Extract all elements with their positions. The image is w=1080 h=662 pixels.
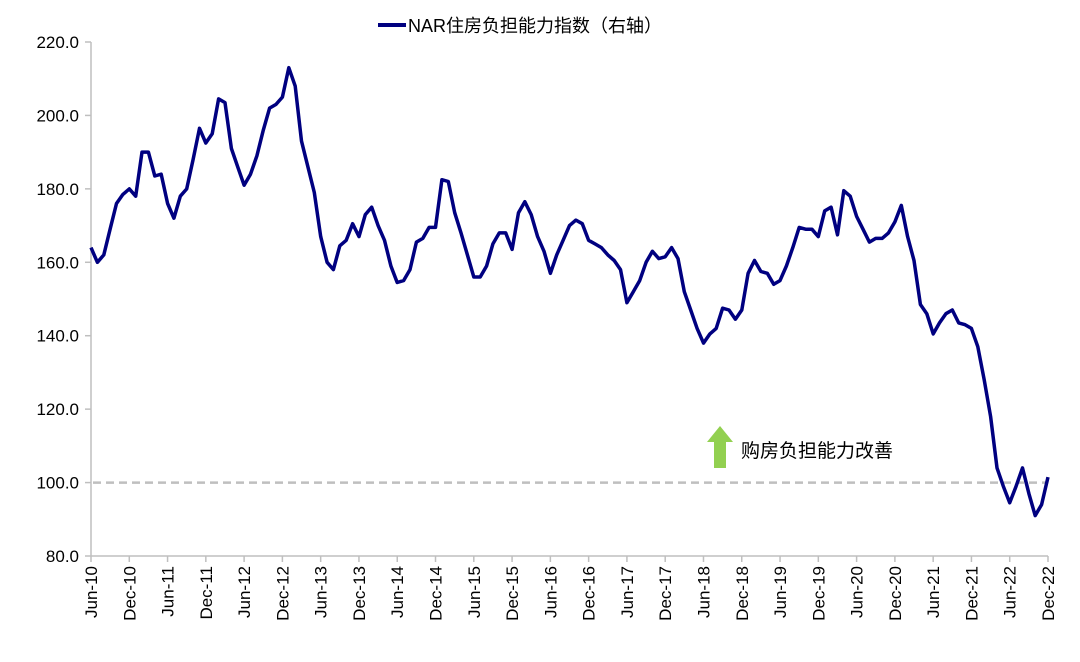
x-tick-label: Jun-15 xyxy=(465,566,484,618)
x-tick-label: Jun-12 xyxy=(235,566,254,618)
x-tick-label: Jun-16 xyxy=(541,566,560,618)
x-axis: Jun-10 Dec-10 Jun-11 Dec-11 Jun-12 Dec-12 Jun-… xyxy=(82,555,1058,621)
x-tick-label: Jun-14 xyxy=(388,566,407,618)
x-tick-label: Jun-17 xyxy=(618,566,637,618)
y-tick-label: 220.0 xyxy=(36,33,79,52)
x-tick-label: Dec-13 xyxy=(350,566,369,621)
x-tick-label: Dec-21 xyxy=(962,566,981,621)
x-tick-label: Dec-17 xyxy=(656,566,675,621)
x-tick-label: Dec-10 xyxy=(120,566,139,621)
y-tick-label: 200.0 xyxy=(36,106,79,125)
x-tick-label: Jun-19 xyxy=(771,566,790,618)
annotation-text: 购房负担能力改善 xyxy=(741,440,893,462)
y-tick-label: 140.0 xyxy=(36,327,79,346)
y-axis: 80.0 100.0 120.0 140.0 160.0 180.0 200.0 220.0 xyxy=(36,33,92,566)
arrow-up-icon xyxy=(707,426,733,468)
x-tick-label: Dec-12 xyxy=(273,566,292,621)
y-tick-label: 100.0 xyxy=(36,474,79,493)
x-tick-label: Dec-20 xyxy=(886,566,905,621)
x-tick-label: Jun-22 xyxy=(1001,566,1020,618)
x-tick-label: Dec-16 xyxy=(580,566,599,621)
y-tick-label: 80.0 xyxy=(46,547,79,566)
legend-label: NAR住房负担能力指数（右轴） xyxy=(408,16,662,36)
x-tick-label: Jun-21 xyxy=(924,566,943,618)
x-tick-label: Dec-18 xyxy=(733,566,752,621)
y-tick-label: 160.0 xyxy=(36,253,79,272)
series-line-nar-affordability xyxy=(89,65,1050,518)
annotation: 购房负担能力改善 xyxy=(707,426,893,468)
legend: NAR住房负担能力指数（右轴） xyxy=(378,16,662,36)
x-tick-label: Dec-14 xyxy=(427,566,446,621)
x-tick-label: Jun-18 xyxy=(694,566,713,618)
x-tick-label: Dec-15 xyxy=(503,566,522,621)
x-tick-label: Dec-19 xyxy=(809,566,828,621)
x-tick-label: Jun-11 xyxy=(159,566,178,617)
x-tick-label: Jun-20 xyxy=(848,566,867,618)
x-tick-label: Jun-13 xyxy=(312,566,331,618)
x-tick-label: Dec-11 xyxy=(197,566,216,620)
y-tick-label: 180.0 xyxy=(36,180,79,199)
x-tick-label: Jun-10 xyxy=(82,566,101,618)
y-tick-label: 120.0 xyxy=(36,400,79,419)
x-tick-label: Dec-22 xyxy=(1039,566,1058,621)
